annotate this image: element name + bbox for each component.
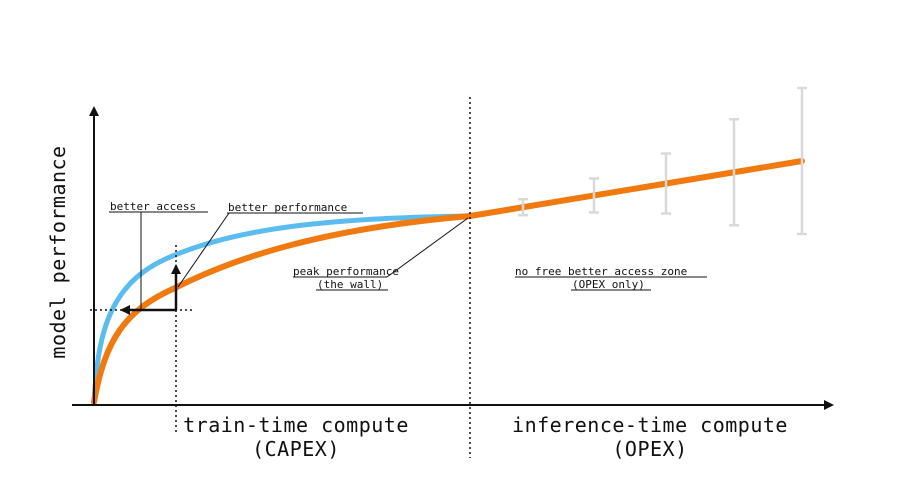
inference-time-label: inference-time compute — [512, 413, 788, 437]
baseline-performance-curve — [91, 213, 473, 405]
train-time-label: train-time compute — [183, 413, 409, 437]
better-performance-label: better performance — [228, 201, 347, 214]
better-access-curve — [91, 213, 473, 405]
no-free-zone-label: no free better access zone — [515, 265, 687, 278]
no-free-zone-sublabel: (OPEX only) — [572, 278, 645, 291]
opex-label: (OPEX) — [612, 437, 687, 461]
error-bar-centers — [521, 158, 804, 211]
y-axis-title: model performance — [46, 145, 70, 358]
peak-performance-label: peak performance — [293, 265, 399, 278]
better-performance-leader — [177, 212, 230, 288]
error-bars-group — [518, 86, 807, 236]
peak-performance-sublabel: (the wall) — [317, 278, 383, 291]
inference-scaling-line — [467, 158, 805, 219]
better-access-label: better access — [110, 200, 196, 213]
capex-label: (CAPEX) — [252, 437, 340, 461]
peak-performance-leader — [386, 217, 469, 278]
